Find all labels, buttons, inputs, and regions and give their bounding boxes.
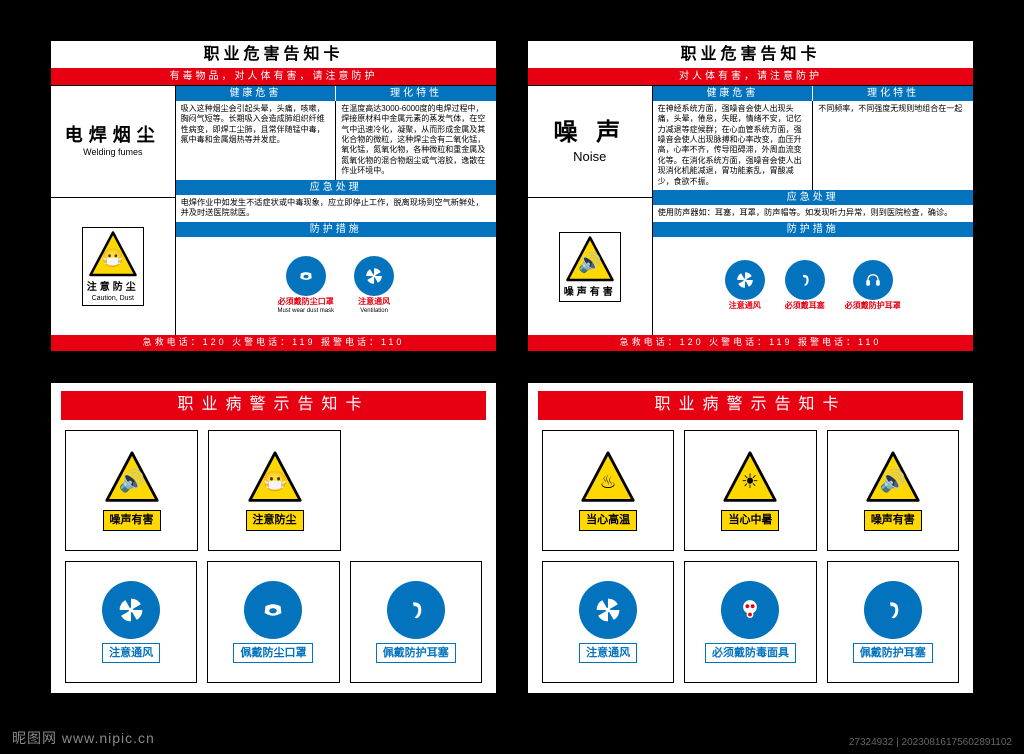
watermark: 昵图网 www.nipic.cn — [12, 728, 155, 748]
ppe-cell: 必须戴防毒面具 — [684, 561, 816, 683]
warning-cell: 当心中暑 — [684, 430, 816, 552]
sign-label: 注意防尘 — [87, 281, 139, 294]
heat-warning-icon — [577, 450, 639, 506]
ppe-item: 必须戴耳塞 — [785, 260, 825, 311]
ppe-label: 必须戴防尘口罩 — [278, 297, 334, 307]
ppe-item: 必须戴防尘口罩 Must wear dust mask — [277, 256, 334, 315]
fan-icon — [354, 256, 394, 296]
card-title: 职业病警示告知卡 — [538, 391, 963, 420]
mask-icon — [286, 256, 326, 296]
warning-label: 噪声有害 — [864, 510, 922, 530]
warning-label: 注意防尘 — [246, 510, 304, 530]
warning-sign-cell: 注意防尘 Caution, Dust — [51, 198, 176, 335]
ppe-header: 防护措施 — [176, 222, 496, 237]
warning-label: 当心高温 — [579, 510, 637, 530]
earplug-icon — [387, 581, 445, 639]
fan-icon — [102, 581, 160, 639]
ppe-label: 佩戴防护耳塞 — [853, 643, 933, 663]
ppe-label: 佩戴防护耳塞 — [376, 643, 456, 663]
health-header: 健康危害 — [653, 86, 814, 101]
sign-label: 噪声有害 — [564, 286, 616, 299]
subtitle-bar: 对人体有害，请注意防护 — [528, 68, 973, 85]
hazard-name-cell: 电焊烟尘 Welding fumes — [51, 86, 176, 198]
fan-icon — [579, 581, 637, 639]
hazard-card-welding: 职业危害告知卡 有毒物品，对人体有害，请注意防护 电焊烟尘 Welding fu… — [50, 40, 497, 352]
phys-header: 理化特性 — [336, 86, 496, 101]
ppe-sublabel: Ventilation — [360, 308, 388, 316]
warning-card-4: 职业病警示告知卡 当心高温 当心中暑 噪声有害 注意通风 必须戴防毒面具 — [527, 382, 974, 694]
warning-label: 噪声有害 — [103, 510, 161, 530]
ppe-cell: 注意通风 — [542, 561, 674, 683]
subtitle-bar: 有毒物品，对人体有害，请注意防护 — [51, 68, 496, 85]
ppe-label: 佩戴防尘口罩 — [233, 643, 313, 663]
noise-warning-icon — [101, 450, 163, 506]
warning-label: 当心中暑 — [721, 510, 779, 530]
gasmask-icon — [721, 581, 779, 639]
hazard-name-zh: 电焊烟尘 — [65, 124, 161, 147]
ppe-cell: 注意通风 — [65, 561, 197, 683]
serial-number: 27324932 | 20230816175602891102 — [849, 737, 1012, 748]
emergency-phones: 急救电话：120 火警电话：119 报警电话：110 — [528, 335, 973, 351]
phys-text: 不同频率，不同强度无规则地组合在一起 — [813, 101, 973, 190]
hazard-name-en: Welding fumes — [83, 147, 142, 159]
ppe-label: 注意通风 — [358, 297, 390, 307]
ppe-label: 注意通风 — [102, 643, 160, 663]
warning-sign-cell: 噪声有害 — [528, 198, 653, 335]
earplug-icon — [864, 581, 922, 639]
noise-warning-icon — [862, 450, 924, 506]
ppe-label: 必须戴耳塞 — [785, 301, 825, 311]
ppe-label: 必须戴防毒面具 — [705, 643, 796, 663]
card-title: 职业病警示告知卡 — [61, 391, 486, 420]
emergency-text: 电焊作业中如发生不适症状或中毒现象，应立即停止工作，脱离现场到空气新鲜处，并及时… — [176, 195, 496, 222]
fan-icon — [725, 260, 765, 300]
sign-label-en: Caution, Dust — [92, 294, 134, 303]
ppe-item: 必须戴防护耳罩 — [845, 260, 901, 311]
warning-cell: 噪声有害 — [827, 430, 959, 552]
ppe-cell: 佩戴防尘口罩 — [207, 561, 339, 683]
ppe-cell: 佩戴防护耳塞 — [827, 561, 959, 683]
hazard-name-en: Noise — [573, 149, 606, 166]
mask-icon — [244, 581, 302, 639]
emergency-phones: 急救电话：120 火警电话：119 报警电话：110 — [51, 335, 496, 351]
phys-header: 理化特性 — [813, 86, 973, 101]
warning-cell: 注意防尘 — [208, 430, 341, 552]
warning-cell: 当心高温 — [542, 430, 674, 552]
ppe-item: 注意通风 Ventilation — [354, 256, 394, 315]
heatstroke-warning-icon — [719, 450, 781, 506]
phys-text: 在温度高达3000-6000度的电焊过程中，焊接原材料中金属元素的蒸发气体，在空… — [336, 101, 496, 180]
emergency-text: 使用防声器如：耳塞，耳罩，防声帽等。如发现听力异常，则到医院检查，确诊。 — [653, 205, 973, 222]
earplug-icon — [785, 260, 825, 300]
hazard-name-zh: 噪 声 — [553, 117, 626, 148]
emergency-header: 应急处理 — [176, 180, 496, 195]
warning-cell: 噪声有害 — [65, 430, 198, 552]
ppe-label: 必须戴防护耳罩 — [845, 301, 901, 311]
ppe-sublabel: Must wear dust mask — [277, 308, 334, 316]
noise-warning-icon — [562, 235, 618, 285]
health-text: 吸入这种烟尘会引起头晕，头痛，咳嗽，胸闷气短等。长期吸入会造成肺组织纤维性病变，… — [176, 101, 337, 180]
ppe-item: 注意通风 — [725, 260, 765, 311]
dust-warning-icon — [244, 450, 306, 506]
ppe-header: 防护措施 — [653, 222, 973, 237]
hazard-name-cell: 噪 声 Noise — [528, 86, 653, 198]
card-title: 职业危害告知卡 — [51, 41, 496, 68]
emergency-header: 应急处理 — [653, 190, 973, 205]
health-text: 在神经系统方面，强噪音会使人出现头痛，头晕，倦怠，失眠，情绪不安，记忆力减退等症… — [653, 101, 814, 190]
ppe-label: 注意通风 — [579, 643, 637, 663]
card-title: 职业危害告知卡 — [528, 41, 973, 68]
warning-card-3: 职业病警示告知卡 噪声有害 注意防尘 注意通风 佩戴防尘口罩 — [50, 382, 497, 694]
earmuff-icon — [853, 260, 893, 300]
hazard-card-noise: 职业危害告知卡 对人体有害，请注意防护 噪 声 Noise 噪声有害 健康危害 — [527, 40, 974, 352]
ppe-label: 注意通风 — [729, 301, 761, 311]
dust-warning-icon — [85, 230, 141, 280]
ppe-cell: 佩戴防护耳塞 — [350, 561, 482, 683]
health-header: 健康危害 — [176, 86, 337, 101]
